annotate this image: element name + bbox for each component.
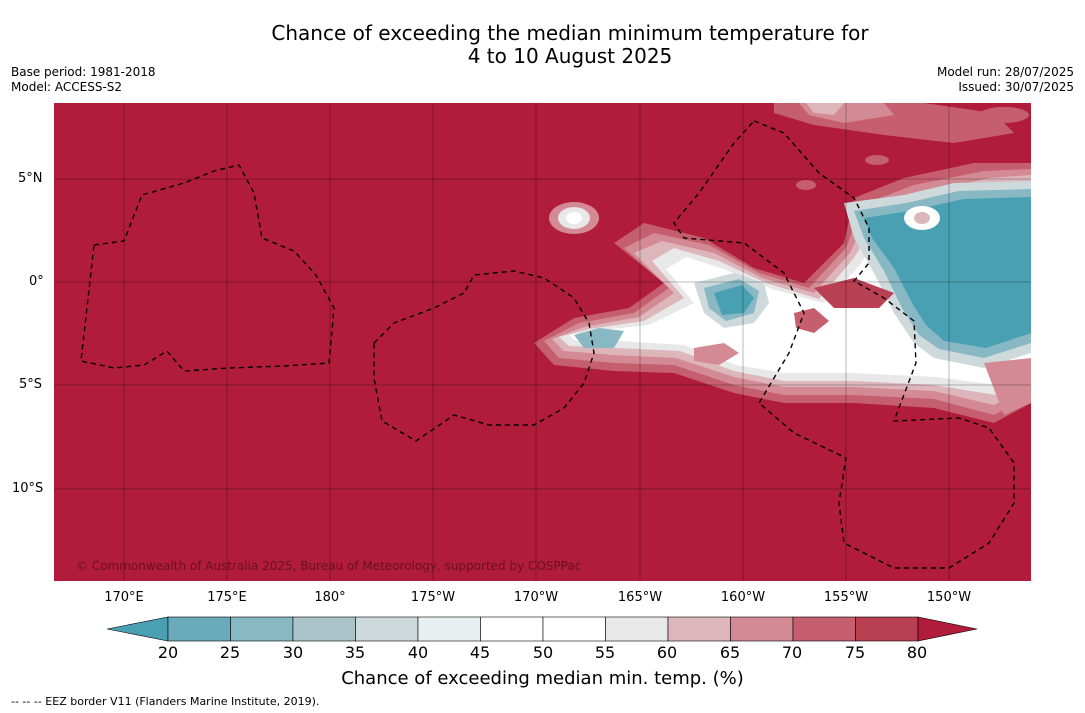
colorbar-cell <box>480 616 544 642</box>
anomaly-region-north <box>774 103 1029 190</box>
lon-label-175e: 175°E <box>207 590 247 605</box>
colorbar-cell <box>355 616 419 642</box>
cb-tick-80: 80 <box>906 643 928 662</box>
cb-tick-55: 55 <box>594 643 616 662</box>
cb-tick-45: 45 <box>469 643 491 662</box>
eez-borders <box>80 120 1015 569</box>
cb-tick-65: 65 <box>719 643 741 662</box>
colorbar-cell <box>167 616 231 642</box>
lon-label-165w: 165°W <box>617 590 663 605</box>
copyright-watermark: © Commonwealth of Australia 2025, Bureau… <box>76 559 581 573</box>
map-title: Chance of exceeding the median minimum t… <box>0 22 1085 68</box>
colorbar-extend-low <box>106 616 169 642</box>
cb-tick-30: 30 <box>282 643 304 662</box>
colorbar-cell <box>292 616 356 642</box>
meta-left: Base period: 1981-2018 Model: ACCESS-S2 <box>11 65 156 95</box>
lat-label-10s: 10°S <box>12 481 44 496</box>
colorbar-cell <box>667 616 731 642</box>
colorbar-label: Chance of exceeding median min. temp. (%… <box>341 668 744 689</box>
lat-label-0: 0° <box>29 274 44 289</box>
cb-tick-35: 35 <box>344 643 366 662</box>
colorbar-cell <box>855 616 919 642</box>
lon-label-170w: 170°W <box>513 590 559 605</box>
lon-label-180: 180° <box>314 590 346 605</box>
lat-label-5n: 5°N <box>18 171 43 186</box>
colorbar-cell <box>542 616 606 642</box>
cb-tick-40: 40 <box>407 643 429 662</box>
colorbar-extend-high <box>917 616 978 642</box>
colorbar-cell <box>417 616 481 642</box>
lon-label-150w: 150°W <box>926 590 972 605</box>
colorbar-cell <box>230 616 294 642</box>
issued-text: Issued: 30/07/2025 <box>958 80 1074 94</box>
colorbar-cell <box>730 616 794 642</box>
colorbar-cell <box>605 616 669 642</box>
model-run-text: Model run: 28/07/2025 <box>936 65 1074 79</box>
cb-tick-20: 20 <box>157 643 179 662</box>
colorbar-cell <box>792 616 856 642</box>
graticule <box>54 103 1031 581</box>
colorbar <box>106 616 978 642</box>
lat-label-5s: 5°S <box>19 377 43 392</box>
title-line-2: 4 to 10 August 2025 <box>467 44 673 68</box>
cb-tick-70: 70 <box>781 643 803 662</box>
lon-label-175w: 175°W <box>410 590 456 605</box>
cb-tick-60: 60 <box>656 643 678 662</box>
cb-tick-25: 25 <box>219 643 241 662</box>
lon-label-155w: 155°W <box>823 590 869 605</box>
eez-legend-footer: -- -- -- EEZ border V11 (Flanders Marine… <box>11 695 320 708</box>
base-period-text: Base period: 1981-2018 <box>11 65 156 79</box>
cb-tick-75: 75 <box>844 643 866 662</box>
lon-label-160w: 160°W <box>720 590 766 605</box>
model-text: Model: ACCESS-S2 <box>11 80 123 94</box>
anomaly-region-central <box>534 163 1031 423</box>
map-area: © Commonwealth of Australia 2025, Bureau… <box>54 103 1031 581</box>
cb-tick-50: 50 <box>532 643 554 662</box>
meta-right: Model run: 28/07/2025 Issued: 30/07/2025 <box>937 65 1074 95</box>
lon-label-170e: 170°E <box>104 590 144 605</box>
title-line-1: Chance of exceeding the median minimum t… <box>271 21 869 45</box>
